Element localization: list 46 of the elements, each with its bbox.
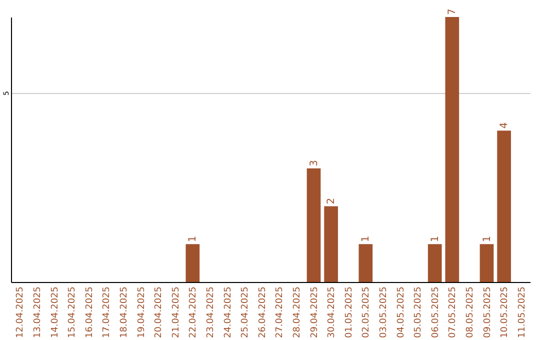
- data-label: 1: [360, 236, 372, 242]
- x-tick-label: 07.05.2025: [448, 286, 458, 338]
- x-tick-label: 25.04.2025: [240, 286, 251, 338]
- x-tick-label: 23.04.2025: [206, 286, 216, 338]
- data-label: 2: [326, 198, 338, 204]
- x-tick-label: 08.05.2025: [465, 286, 476, 338]
- x-tick-label: 11.05.2025: [517, 286, 528, 338]
- x-tick-label: 13.04.2025: [32, 286, 43, 338]
- x-tick-label: 20.04.2025: [154, 286, 164, 338]
- x-tick-label: 05.05.2025: [414, 286, 424, 338]
- x-tick-label: 10.05.2025: [500, 286, 510, 338]
- x-tick-label: 21.04.2025: [171, 286, 182, 338]
- x-tick-label: 30.04.2025: [327, 286, 338, 338]
- x-tick-label: 16.04.2025: [84, 286, 95, 338]
- x-tick-label: 18.04.2025: [119, 286, 130, 338]
- x-tick-label: 01.05.2025: [344, 286, 354, 338]
- bar: [428, 244, 442, 282]
- x-tick-label: 06.05.2025: [430, 286, 441, 338]
- bar: [186, 244, 200, 282]
- x-tick-label: 15.04.2025: [68, 286, 78, 338]
- x-tick-label: 27.04.2025: [275, 286, 286, 338]
- data-label: 3: [308, 160, 320, 166]
- bar: [358, 244, 373, 282]
- x-tick-label: 29.04.2025: [310, 286, 320, 338]
- x-tick-label: 24.04.2025: [223, 286, 234, 338]
- bar: [445, 17, 460, 282]
- x-tick-label: 19.04.2025: [136, 286, 147, 338]
- bar: [497, 130, 511, 282]
- x-tick-label: 22.04.2025: [188, 286, 199, 338]
- data-label: 4: [499, 122, 510, 129]
- x-tick-label: 12.04.2025: [16, 286, 26, 338]
- data-label: 1: [482, 236, 493, 242]
- x-tick-label: 03.05.2025: [378, 286, 389, 338]
- data-label: 1: [430, 236, 441, 242]
- data-label: 7: [447, 8, 458, 15]
- bar: [480, 244, 494, 282]
- bar: [306, 168, 321, 282]
- x-tick-label: 14.04.2025: [50, 286, 60, 338]
- x-tick-label: 26.04.2025: [258, 286, 268, 338]
- x-tick-label: 09.05.2025: [482, 286, 493, 338]
- x-tick-label: 28.04.2025: [292, 286, 302, 338]
- data-label: 1: [188, 236, 199, 242]
- x-tick-label: 04.05.2025: [396, 286, 406, 338]
- bar: [324, 206, 338, 282]
- x-tick-label: 17.04.2025: [102, 286, 112, 338]
- x-tick-label: 02.05.2025: [362, 286, 372, 338]
